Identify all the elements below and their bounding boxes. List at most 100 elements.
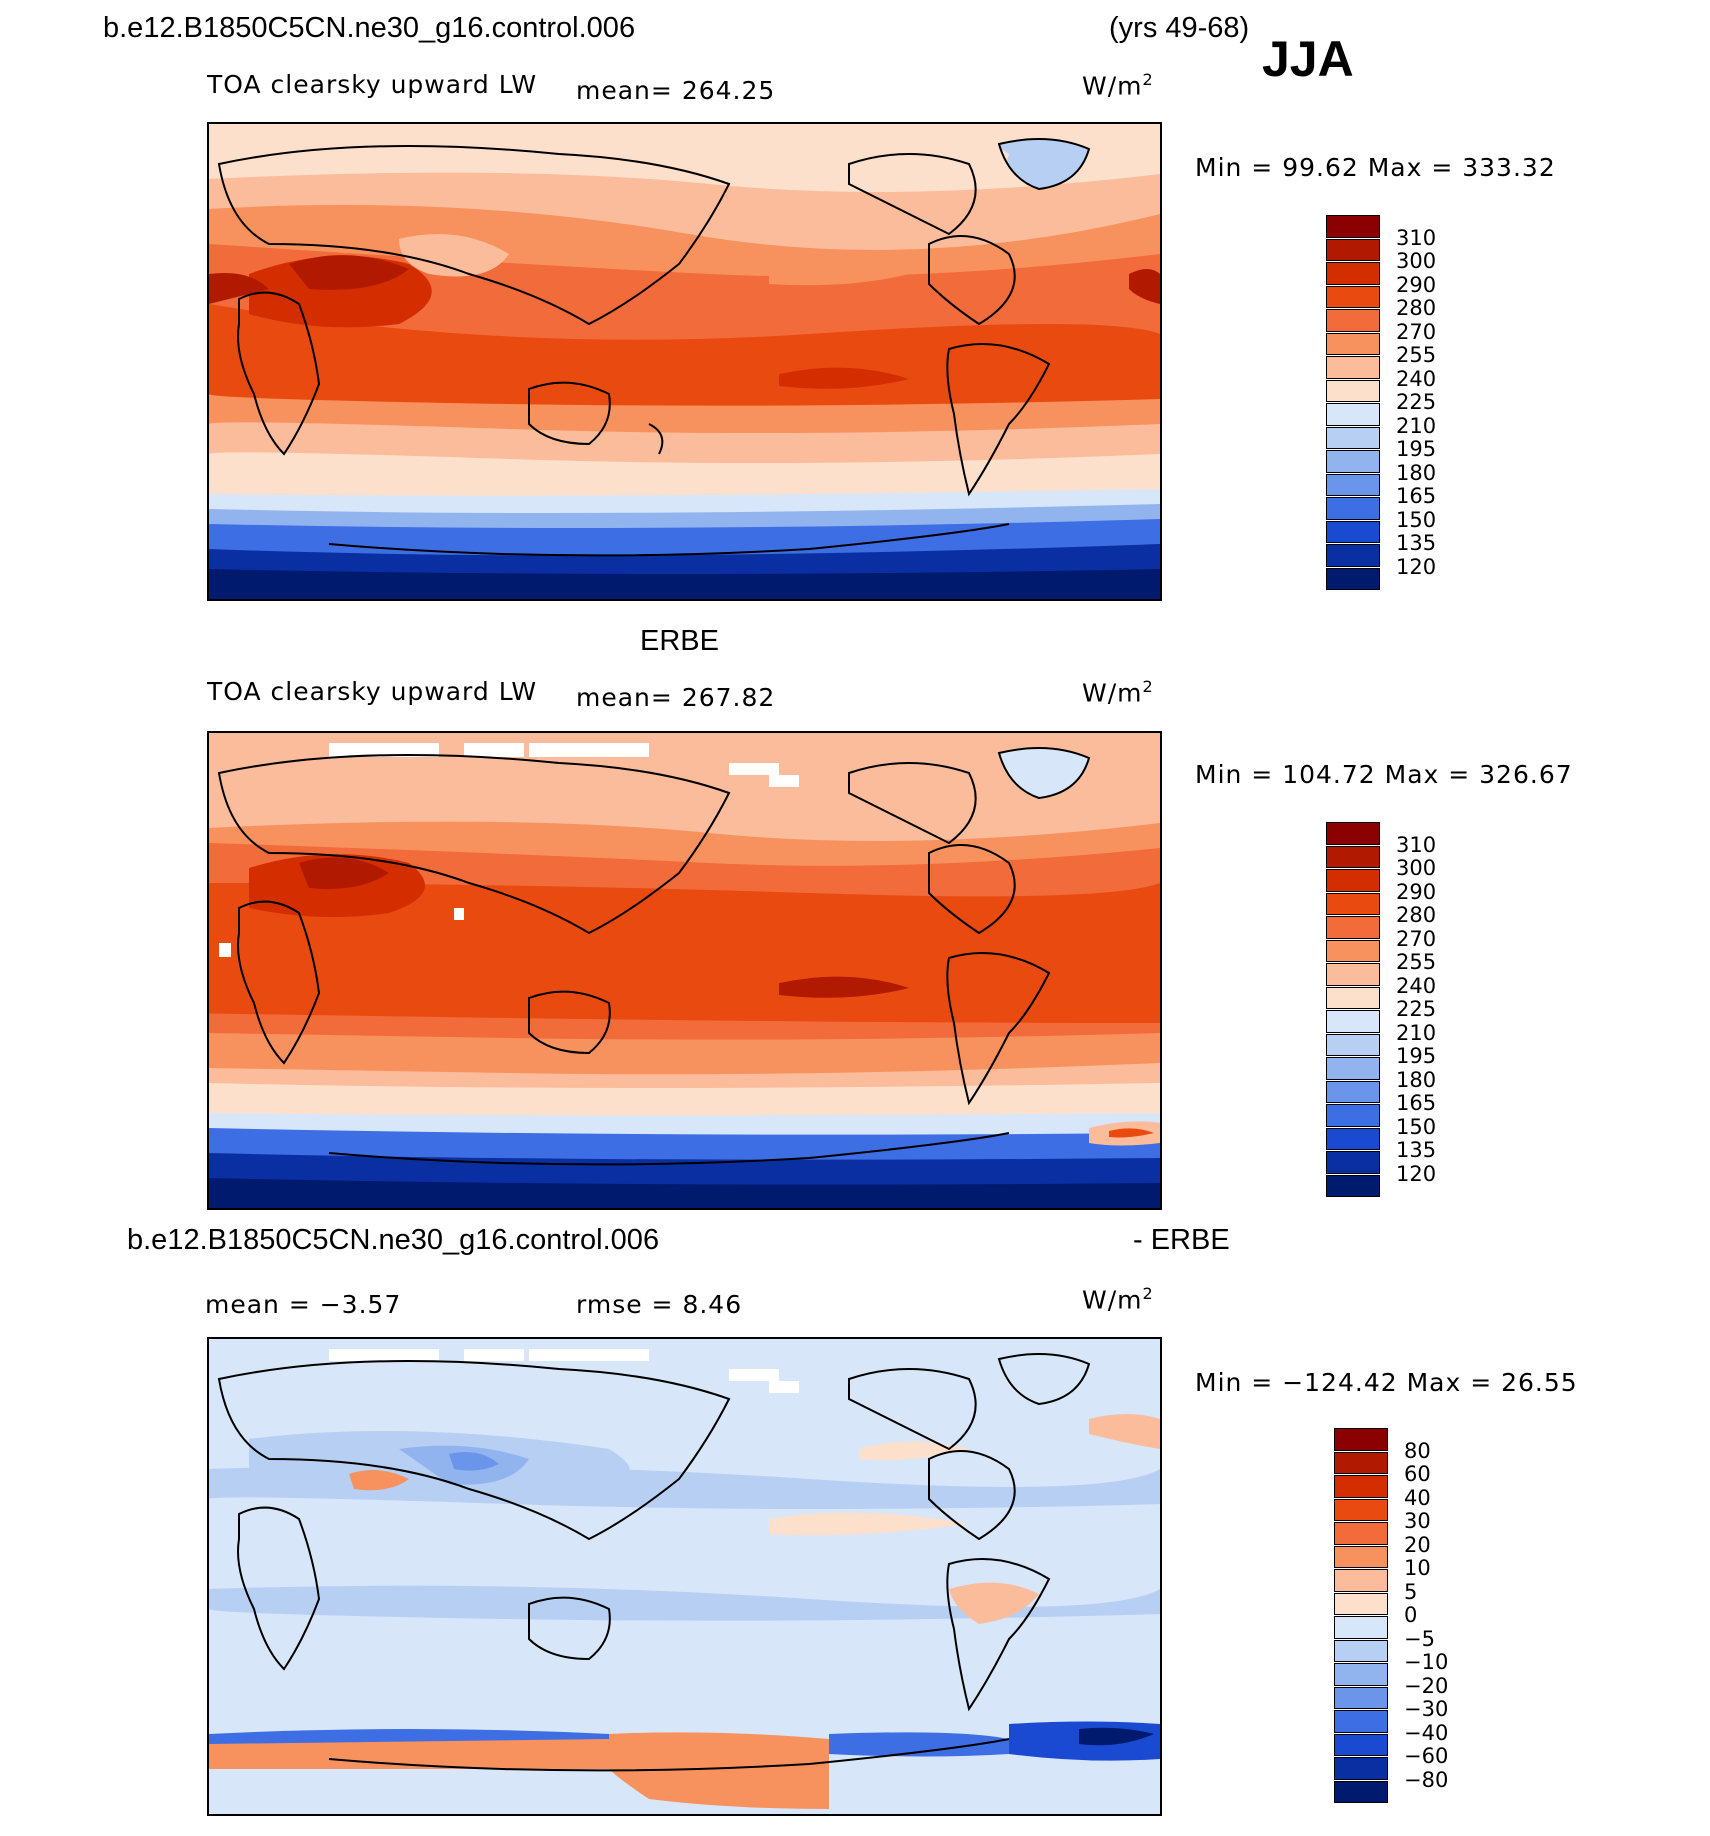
colorbar1-label: 135 xyxy=(1396,531,1437,555)
colorbar3-label: 80 xyxy=(1404,1438,1431,1463)
colorbar3-swatch xyxy=(1334,1428,1388,1451)
colorbar3-swatch xyxy=(1334,1592,1388,1615)
colorbar2-label: 290 xyxy=(1396,879,1437,904)
colorbar1-label: 165 xyxy=(1396,484,1437,508)
colorbar2-swatch xyxy=(1326,916,1380,939)
panel3-minmax: Min = −124.42 Max = 26.55 xyxy=(1195,1368,1578,1397)
colorbar1-swatch xyxy=(1326,332,1380,355)
colorbar2-swatch xyxy=(1326,1104,1380,1127)
colorbar2-swatch xyxy=(1326,1080,1380,1103)
panel1-field: TOA clearsky upward LW xyxy=(207,70,538,99)
colorbar1-swatch xyxy=(1326,285,1380,308)
colorbar2-label: 225 xyxy=(1396,997,1437,1021)
colorbar3-swatch xyxy=(1334,1616,1388,1639)
colorbar2-swatch xyxy=(1326,822,1380,845)
colorbar2-label: 255 xyxy=(1396,950,1437,974)
colorbar3-swatch xyxy=(1334,1522,1388,1545)
colorbar3-label: −80 xyxy=(1404,1767,1449,1792)
panel3-map xyxy=(207,1337,1162,1816)
colorbar1-swatch xyxy=(1326,403,1380,426)
colorbar1-swatch xyxy=(1326,473,1380,496)
colorbar1-label: 210 xyxy=(1396,413,1437,438)
colorbar2-swatch xyxy=(1326,1127,1380,1150)
panel1-map xyxy=(207,122,1162,601)
colorbar2-label: 240 xyxy=(1396,973,1437,998)
panel1-colorbar: 310 300 290 280 270 255 240 225 210 195 180 165 150 1… xyxy=(1326,215,1436,591)
colorbar2-label: 150 xyxy=(1396,1114,1437,1139)
colorbar3-swatch xyxy=(1334,1639,1388,1662)
colorbar3-label: −10 xyxy=(1404,1650,1449,1674)
colorbar1-label: 310 xyxy=(1396,225,1437,250)
colorbar2-label: 195 xyxy=(1396,1044,1437,1068)
colorbar3-label: −30 xyxy=(1404,1697,1449,1721)
colorbar1-label: 280 xyxy=(1396,296,1437,320)
panel2-map xyxy=(207,731,1162,1210)
season-label: JJA xyxy=(1262,31,1354,87)
panel1-units: W/m2 xyxy=(1082,70,1154,101)
colorbar2-label: 135 xyxy=(1396,1138,1437,1162)
colorbar1-label: 150 xyxy=(1396,507,1437,532)
colorbar1-swatch xyxy=(1326,544,1380,567)
colorbar2-label: 270 xyxy=(1396,926,1437,951)
colorbar2-swatch xyxy=(1326,1033,1380,1056)
colorbar3-label: −20 xyxy=(1404,1673,1449,1698)
panel1-minmax: Min = 99.62 Max = 333.32 xyxy=(1195,153,1556,182)
colorbar2-swatch xyxy=(1326,845,1380,868)
case-title: b.e12.B1850C5CN.ne30_g16.control.006 xyxy=(103,12,636,44)
colorbar3-swatch xyxy=(1334,1780,1388,1803)
colorbar2-label: 120 xyxy=(1396,1161,1437,1186)
colorbar3-label: −40 xyxy=(1404,1720,1449,1745)
colorbar1-swatch xyxy=(1326,262,1380,285)
colorbar2-label: 310 xyxy=(1396,832,1437,857)
colorbar1-swatch xyxy=(1326,356,1380,379)
colorbar2-label: 210 xyxy=(1396,1020,1437,1045)
colorbar1-swatch xyxy=(1326,215,1380,238)
colorbar3-swatch xyxy=(1334,1498,1388,1521)
panel1-mean: mean= 264.25 xyxy=(576,76,776,105)
years-label: (yrs 49-68) xyxy=(1109,12,1250,44)
colorbar2-swatch xyxy=(1326,892,1380,915)
colorbar1-label: 120 xyxy=(1396,554,1437,579)
panel3-mean: mean = −3.57 xyxy=(205,1290,402,1319)
colorbar3-label: 10 xyxy=(1404,1556,1431,1580)
colorbar3-swatch xyxy=(1334,1686,1388,1709)
colorbar2-swatch xyxy=(1326,869,1380,892)
colorbar1-swatch xyxy=(1326,567,1380,590)
panel2-minmax: Min = 104.72 Max = 326.67 xyxy=(1195,760,1573,789)
colorbar1-swatch xyxy=(1326,520,1380,543)
colorbar2-swatch xyxy=(1326,1174,1380,1197)
colorbar1-swatch xyxy=(1326,426,1380,449)
panel3-colorbar: 80 60 40 30 20 10 5 0 −5 −10 −20 −30 −40 −60 −80 xyxy=(1334,1428,1448,1804)
colorbar3-swatch xyxy=(1334,1569,1388,1592)
colorbar1-label: 240 xyxy=(1396,366,1437,391)
colorbar3-swatch xyxy=(1334,1757,1388,1780)
colorbar3-label: 30 xyxy=(1404,1509,1431,1533)
panel2-dataset: ERBE xyxy=(640,625,719,657)
colorbar1-label: 300 xyxy=(1396,249,1437,273)
colorbar2-label: 180 xyxy=(1396,1067,1437,1092)
colorbar3-label: 40 xyxy=(1404,1485,1431,1510)
colorbar3-label: −60 xyxy=(1404,1744,1449,1768)
colorbar1-swatch xyxy=(1326,379,1380,402)
panel2-field: TOA clearsky upward LW xyxy=(207,677,538,706)
colorbar2-swatch xyxy=(1326,1010,1380,1033)
colorbar2-swatch xyxy=(1326,963,1380,986)
colorbar2-label: 165 xyxy=(1396,1091,1437,1115)
colorbar3-swatch xyxy=(1334,1663,1388,1686)
colorbar1-label: 290 xyxy=(1396,272,1437,297)
panel3-units: W/m2 xyxy=(1082,1284,1154,1315)
colorbar1-swatch xyxy=(1326,497,1380,520)
colorbar2-swatch xyxy=(1326,986,1380,1009)
colorbar3-swatch xyxy=(1334,1545,1388,1568)
colorbar1-label: 270 xyxy=(1396,319,1437,344)
panel3-title-left: b.e12.B1850C5CN.ne30_g16.control.006 xyxy=(127,1224,660,1256)
panel2-colorbar: 310 300 290 280 270 255 240 225 210 195 180 165 150 1… xyxy=(1326,822,1436,1198)
colorbar3-swatch xyxy=(1334,1451,1388,1474)
colorbar3-label: 5 xyxy=(1404,1579,1418,1604)
colorbar1-label: 225 xyxy=(1396,390,1437,414)
colorbar3-label: −5 xyxy=(1404,1626,1435,1651)
colorbar1-label: 195 xyxy=(1396,437,1437,461)
colorbar2-swatch xyxy=(1326,939,1380,962)
colorbar2-label: 300 xyxy=(1396,856,1437,880)
panel3-rmse: rmse = 8.46 xyxy=(576,1290,743,1319)
